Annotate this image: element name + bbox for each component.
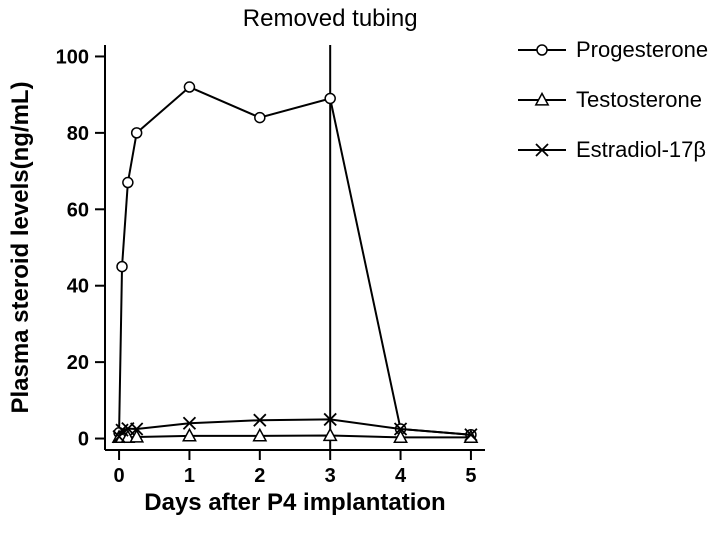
annotation-removed-tubing: Removed tubing [243, 5, 418, 32]
x-tick-label: 4 [395, 465, 407, 487]
marker-progesterone [184, 82, 194, 92]
legend-label: Progesterone [576, 37, 708, 62]
series-line-progesterone [119, 87, 471, 435]
legend-label: Testosterone [576, 87, 702, 112]
y-tick-label: 80 [67, 123, 89, 145]
y-tick-label: 100 [56, 46, 89, 68]
marker-progesterone [117, 262, 127, 272]
series-line-estradiol-17β [119, 419, 471, 436]
y-axis-title: Plasma steroid levels(ng/mL) [7, 81, 34, 413]
chart-container: 0 1 2 3 4 5 0 20 40 60 80 100 Days after P4 implanta… [0, 0, 708, 545]
x-tick-label: 5 [465, 465, 476, 487]
y-tick-label: 40 [67, 276, 89, 298]
x-tick-label: 3 [325, 465, 336, 487]
marker-progesterone [325, 93, 335, 103]
x-axis-title: Days after P4 implantation [144, 489, 445, 516]
marker-progesterone [123, 178, 133, 188]
legend-marker-progesterone [537, 45, 547, 55]
marker-progesterone [132, 128, 142, 138]
y-tick-label: 0 [78, 429, 89, 451]
x-tick-label: 0 [114, 465, 125, 487]
chart-svg: 0 1 2 3 4 5 0 20 40 60 80 100 Days after P4 implanta… [0, 0, 708, 545]
x-tick-label: 2 [254, 465, 265, 487]
y-tick-label: 60 [67, 199, 89, 221]
marker-progesterone [255, 113, 265, 123]
legend-label: Estradiol-17β [576, 137, 706, 162]
x-tick-label: 1 [184, 465, 195, 487]
series-line-testosterone [119, 435, 471, 437]
y-tick-label: 20 [67, 352, 89, 374]
